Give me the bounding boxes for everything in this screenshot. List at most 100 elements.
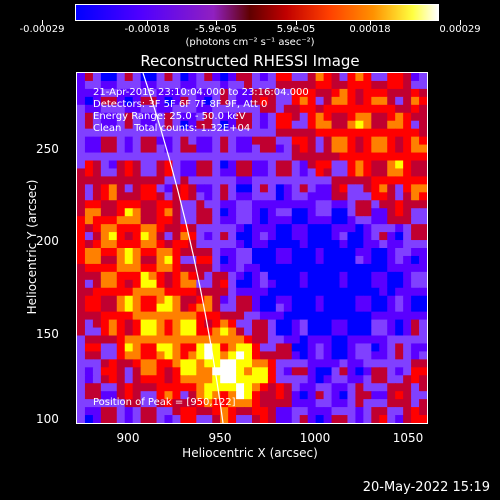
image-pixel — [403, 184, 412, 193]
image-pixel — [148, 200, 158, 209]
image-pixel — [92, 287, 102, 297]
image-pixel — [220, 248, 229, 257]
image-pixel — [252, 200, 261, 209]
image-pixel — [355, 295, 364, 305]
image-pixel — [363, 96, 372, 106]
image-pixel — [77, 343, 86, 352]
image-pixel — [347, 224, 356, 233]
image-pixel — [116, 335, 126, 344]
image-pixel — [84, 359, 94, 368]
image-pixel — [244, 112, 253, 122]
x-tick-label: 950 — [208, 431, 232, 445]
image-pixel — [116, 407, 126, 416]
image-pixel — [108, 295, 118, 305]
image-pixel — [379, 359, 388, 368]
image-pixel — [220, 375, 229, 384]
image-pixel — [132, 375, 142, 384]
image-pixel — [291, 279, 301, 289]
image-pixel — [172, 407, 181, 416]
image-pixel — [299, 208, 309, 217]
image-pixel — [140, 96, 150, 106]
image-pixel — [347, 200, 356, 209]
image-pixel — [315, 240, 325, 249]
image-pixel — [275, 136, 285, 146]
image-pixel — [212, 120, 221, 130]
image-pixel — [339, 208, 348, 217]
image-pixel — [204, 96, 213, 106]
image-pixel — [236, 80, 245, 90]
image-pixel — [323, 176, 333, 185]
image-pixel — [100, 287, 110, 297]
y-tick-label: 200 — [36, 234, 59, 248]
image-pixel — [108, 375, 118, 384]
image-pixel — [403, 335, 412, 344]
image-pixel — [299, 120, 309, 130]
image-pixel — [299, 375, 309, 384]
image-pixel — [172, 303, 181, 313]
image-plot: 21-Apr-2015 23:10:04.000 to 23:16:04.000… — [76, 72, 428, 424]
image-pixel — [315, 96, 325, 106]
image-pixel — [323, 271, 333, 281]
image-pixel — [204, 112, 213, 122]
image-pixel — [379, 240, 388, 249]
image-pixel — [77, 168, 86, 177]
image-pixel — [331, 248, 340, 257]
image-pixel — [339, 128, 348, 138]
image-pixel — [267, 136, 277, 146]
image-pixel — [339, 88, 348, 98]
image-pixel — [323, 351, 333, 360]
image-pixel — [403, 88, 412, 98]
image-pixel — [275, 287, 285, 297]
image-pixel — [188, 351, 197, 360]
image-pixel — [267, 208, 277, 217]
image-pixel — [275, 279, 285, 289]
image-pixel — [220, 399, 229, 408]
image-pixel — [116, 391, 126, 400]
image-pixel — [148, 319, 158, 329]
image-pixel — [259, 263, 269, 273]
image-pixel — [323, 383, 333, 392]
image-pixel — [315, 327, 325, 336]
image-pixel — [77, 407, 86, 416]
image-pixel — [244, 136, 253, 146]
image-pixel — [244, 200, 253, 209]
image-pixel — [116, 343, 126, 352]
image-pixel — [395, 319, 404, 329]
image-pixel — [419, 200, 427, 209]
image-pixel — [347, 208, 356, 217]
image-pixel — [204, 192, 213, 201]
image-pixel — [164, 311, 173, 321]
image-pixel — [323, 232, 333, 241]
image-pixel — [315, 73, 325, 82]
image-pixel — [124, 112, 134, 122]
image-pixel — [323, 263, 333, 273]
image-pixel — [92, 351, 102, 360]
image-pixel — [339, 415, 348, 423]
image-pixel — [220, 407, 229, 416]
image-pixel — [100, 391, 110, 400]
image-pixel — [100, 263, 110, 273]
image-pixel — [291, 415, 301, 423]
image-pixel — [77, 415, 86, 423]
image-pixel — [411, 184, 420, 193]
image-pixel — [387, 415, 396, 423]
image-pixel — [172, 383, 181, 392]
image-pixel — [236, 255, 245, 265]
image-pixel — [275, 295, 285, 305]
image-pixel — [77, 263, 86, 273]
image-pixel — [100, 311, 110, 321]
image-pixel — [108, 200, 118, 209]
image-pixel — [156, 96, 165, 106]
image-pixel — [355, 343, 364, 352]
image-pixel — [236, 208, 245, 217]
image-pixel — [204, 144, 213, 154]
image-pixel — [363, 80, 372, 90]
image-pixel — [315, 224, 325, 233]
image-pixel — [228, 255, 237, 265]
image-pixel — [92, 311, 102, 321]
image-pixel — [140, 255, 150, 265]
image-pixel — [92, 271, 102, 281]
image-pixel — [395, 128, 404, 138]
image-pixel — [363, 407, 372, 416]
image-pixel — [228, 112, 237, 122]
